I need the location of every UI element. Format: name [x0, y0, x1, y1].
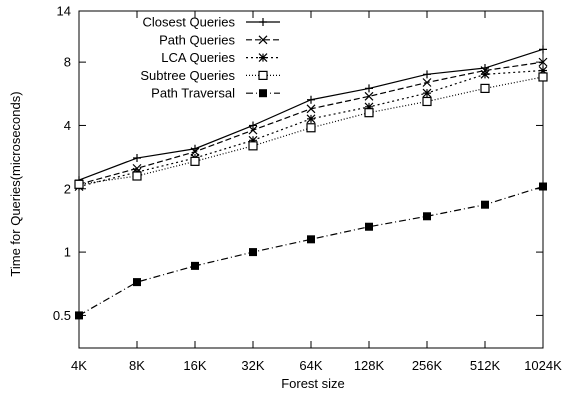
data-point: [74, 179, 84, 189]
x-tick-label: 32K: [241, 358, 264, 373]
data-point: [538, 57, 548, 67]
series-line: [78, 185, 544, 316]
data-point: [248, 135, 258, 145]
x-tick-label: 64K: [299, 358, 322, 373]
legend-marker: [258, 53, 268, 63]
data-point: [538, 66, 548, 75]
data-point: [190, 147, 200, 157]
data-point: [365, 222, 373, 231]
plot-frame: [78, 10, 544, 349]
data-point: [75, 311, 83, 320]
x-axis-title: Forest size: [281, 376, 345, 391]
data-point: [422, 96, 432, 107]
data-point: [249, 248, 257, 257]
legend-marker: [259, 89, 267, 98]
data-point: [481, 200, 489, 209]
data-point: [248, 141, 258, 151]
series-subtree-queries: [74, 72, 548, 189]
legend: Closest Queries Path Queries LCA Queries Su…: [140, 15, 280, 101]
data-point: [307, 95, 315, 104]
legend-label: Path Queries: [159, 32, 235, 47]
data-point: [249, 121, 257, 130]
data-point: [133, 154, 141, 163]
legend-marker: [258, 35, 268, 45]
legend-marker: [258, 70, 268, 81]
data-point: [480, 83, 490, 94]
data-point: [133, 278, 141, 287]
data-point: [132, 171, 142, 181]
data-point: [364, 102, 374, 112]
series-layer: [74, 45, 548, 320]
data-point: [306, 123, 316, 133]
data-point: [539, 45, 547, 54]
x-tick-label: 16K: [183, 358, 206, 373]
y-tick-label: 1: [64, 245, 71, 260]
data-point: [191, 261, 199, 270]
data-point: [306, 114, 316, 124]
data-point: [364, 91, 374, 101]
data-point: [190, 156, 200, 166]
legend-marker: [259, 18, 267, 26]
data-point: [364, 108, 374, 118]
data-point: [365, 84, 373, 93]
y-tick-label: 8: [64, 55, 71, 70]
y-axis-title: Time for Queries(microseconds): [8, 91, 23, 276]
data-point: [539, 182, 547, 191]
legend-label: Closest Queries: [143, 15, 236, 30]
x-tick-label: 512K: [470, 358, 501, 373]
legend-label: Path Traversal: [151, 86, 235, 101]
series-line: [78, 76, 544, 185]
series-path-traversal: [75, 182, 547, 320]
data-point: [538, 72, 548, 82]
data-point: [423, 70, 431, 79]
data-point: [423, 212, 431, 221]
data-point: [422, 78, 432, 87]
series-closest-queries: [75, 45, 547, 185]
data-point: [422, 88, 432, 98]
data-point: [480, 69, 490, 79]
x-tick-label: 8K: [129, 358, 145, 373]
x-tick-label: 128K: [354, 358, 385, 373]
x-tick-label: 1024K: [524, 358, 562, 373]
y-tick-label: 2: [64, 181, 71, 196]
legend-label: LCA Queries: [161, 50, 235, 65]
legend-label: Subtree Queries: [140, 68, 235, 83]
x-tick-label: 4K: [71, 358, 87, 373]
data-point: [307, 235, 315, 244]
y-tick-label: 14: [57, 4, 71, 19]
y-tick-label: 4: [64, 118, 71, 133]
data-point: [248, 125, 258, 135]
axes: 0.5 1 2 4 8 14 4K 8K 16K 32K 64K 128K 256K 512K 1024K: [53, 4, 562, 374]
y-tick-label: 0.5: [53, 308, 71, 323]
x-tick-label: 256K: [412, 358, 443, 373]
data-point: [306, 104, 316, 114]
